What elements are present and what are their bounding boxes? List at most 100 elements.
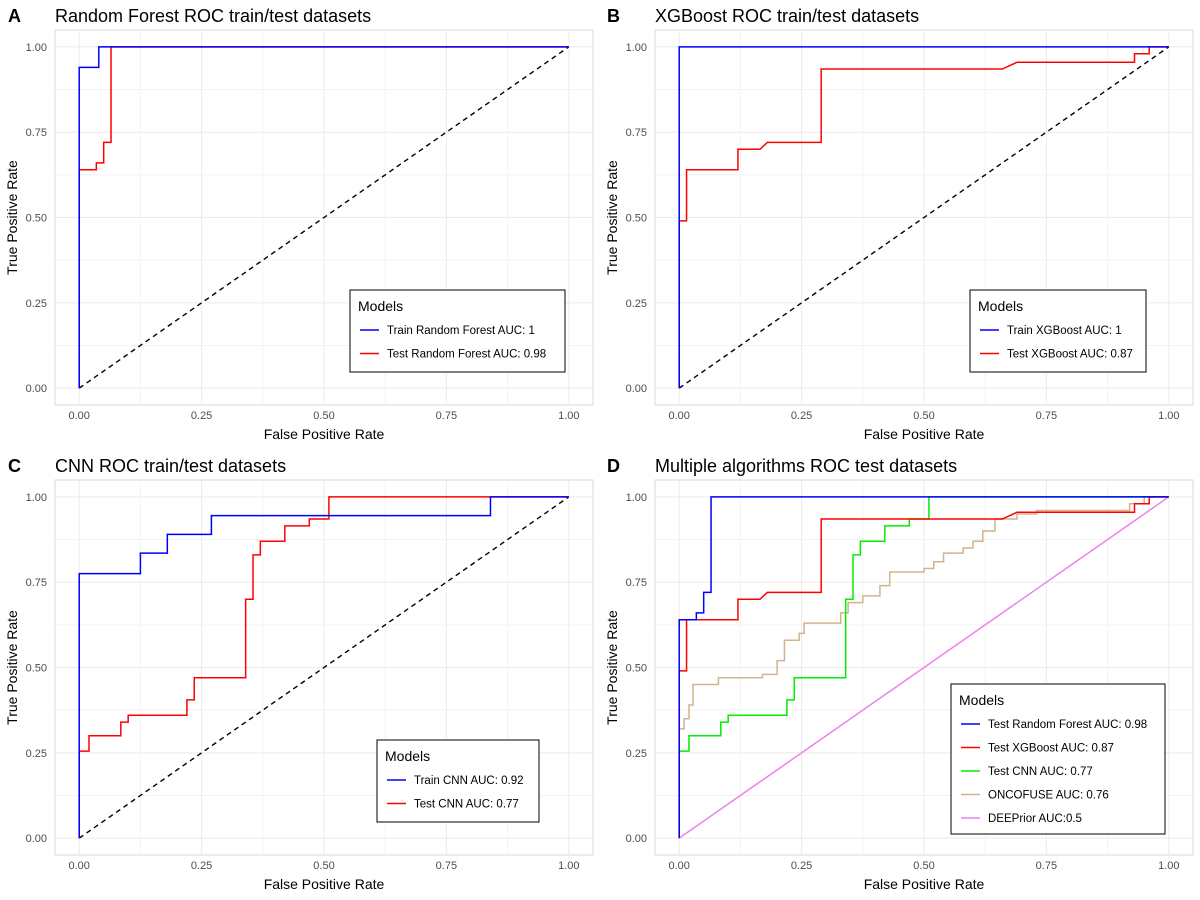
legend-label: Train Random Forest AUC: 1 <box>387 325 535 337</box>
legend-title: Models <box>978 298 1023 314</box>
x-tick-label: 0.75 <box>436 860 457 872</box>
y-tick-label: 0.25 <box>26 298 47 310</box>
roc-curve-line <box>678 46 1169 389</box>
legend-label: Test XGBoost AUC: 0.87 <box>1007 349 1133 361</box>
diagonal-reference-line <box>78 496 570 839</box>
roc-curve-line <box>678 496 1169 839</box>
panel-letter: B <box>607 6 620 26</box>
legend-label: Test Random Forest AUC: 0.98 <box>988 719 1147 731</box>
panel-d: 0.00 0.25 0.50 0.75 1.00 0.00 0.25 0.50 0.75 1.00… <box>604 456 1194 892</box>
x-tick-label: 0.50 <box>313 860 334 872</box>
legend-label: Train CNN AUC: 0.92 <box>414 775 524 787</box>
x-tick-label: 0.50 <box>913 410 934 422</box>
y-tick-label: 0.00 <box>26 833 47 845</box>
y-tick-label: 1.00 <box>626 492 647 504</box>
y-tick-label: 0.50 <box>26 213 47 225</box>
x-tick-label: 0.50 <box>313 410 334 422</box>
legend-box <box>376 739 540 823</box>
panel-letter: C <box>8 456 21 476</box>
x-tick-label: 0.25 <box>791 860 812 872</box>
x-tick-label: 0.00 <box>668 860 689 872</box>
x-tick-label: 0.50 <box>913 860 934 872</box>
panel-title: Random Forest ROC train/test datasets <box>55 6 371 26</box>
panel-letter: D <box>607 456 620 476</box>
legend-label: Train XGBoost AUC: 1 <box>1007 325 1122 337</box>
roc-curve-line <box>78 496 569 839</box>
y-tick-label: 0.75 <box>26 577 47 589</box>
y-tick-label: 0.50 <box>26 663 47 675</box>
legend-box <box>969 289 1147 373</box>
y-tick-label: 1.00 <box>26 492 47 504</box>
roc-curve-line <box>78 46 569 389</box>
legend-label: Test CNN AUC: 0.77 <box>414 799 519 811</box>
legend: Models Test Random Forest AUC: 0.98 Test X… <box>950 683 1166 835</box>
series-lines <box>678 46 1169 389</box>
series-lines <box>78 46 569 389</box>
panel-c: 0.00 0.25 0.50 0.75 1.00 0.00 0.25 0.50 0.75 1.00… <box>4 456 594 892</box>
x-axis-title: False Positive Rate <box>864 426 985 442</box>
legend-label: ONCOFUSE AUC: 0.76 <box>988 790 1109 802</box>
series-lines <box>678 496 1170 839</box>
legend: Models Train XGBoost AUC: 1 Test XGBoost A… <box>969 289 1147 373</box>
y-axis-title: True Positive Rate <box>604 610 620 725</box>
y-tick-label: 0.25 <box>626 298 647 310</box>
x-axis-title: False Positive Rate <box>864 876 985 892</box>
legend-label: Test XGBoost AUC: 0.87 <box>988 743 1114 755</box>
roc-curve-line <box>678 46 1169 389</box>
x-axis-title: False Positive Rate <box>264 426 385 442</box>
diagonal-reference-line <box>678 46 1170 389</box>
x-tick-label: 0.25 <box>791 410 812 422</box>
legend-label: Test Random Forest AUC: 0.98 <box>387 349 546 361</box>
series-lines <box>78 496 569 839</box>
roc-curve-line <box>678 496 1169 839</box>
legend-label: Test CNN AUC: 0.77 <box>988 766 1093 778</box>
diagonal-reference-line <box>78 46 570 389</box>
legend-title: Models <box>959 692 1004 708</box>
y-axis-title: True Positive Rate <box>4 610 20 725</box>
y-tick-label: 0.00 <box>626 833 647 845</box>
roc-curve-line <box>678 496 1169 839</box>
x-axis-title: False Positive Rate <box>264 876 385 892</box>
y-tick-label: 0.50 <box>626 213 647 225</box>
roc-curve-line <box>78 46 569 389</box>
y-tick-label: 0.25 <box>626 748 647 760</box>
x-tick-label: 0.00 <box>68 410 89 422</box>
y-tick-label: 1.00 <box>626 42 647 54</box>
roc-curve-line <box>678 496 1170 839</box>
x-tick-label: 0.00 <box>68 860 89 872</box>
panel-title: XGBoost ROC train/test datasets <box>655 6 919 26</box>
panel-title: CNN ROC train/test datasets <box>55 456 286 476</box>
panel-letter: A <box>8 6 21 26</box>
x-tick-label: 1.00 <box>558 860 579 872</box>
y-tick-label: 1.00 <box>26 42 47 54</box>
y-axis-title: True Positive Rate <box>604 160 620 275</box>
x-tick-label: 1.00 <box>1158 860 1179 872</box>
x-tick-label: 0.00 <box>668 410 689 422</box>
legend-box <box>349 289 566 373</box>
y-tick-label: 0.00 <box>626 383 647 395</box>
legend-title: Models <box>358 298 403 314</box>
y-tick-label: 0.00 <box>26 383 47 395</box>
y-tick-label: 0.75 <box>626 577 647 589</box>
x-tick-label: 0.25 <box>191 860 212 872</box>
legend-title: Models <box>385 748 430 764</box>
y-tick-label: 0.25 <box>26 748 47 760</box>
x-tick-label: 1.00 <box>1158 410 1179 422</box>
panel-b: 0.00 0.25 0.50 0.75 1.00 0.00 0.25 0.50 0.75 1.00… <box>604 6 1194 442</box>
x-tick-label: 1.00 <box>558 410 579 422</box>
y-tick-label: 0.75 <box>626 127 647 139</box>
x-tick-label: 0.75 <box>1036 860 1057 872</box>
x-tick-label: 0.75 <box>1036 410 1057 422</box>
legend-box <box>950 683 1166 835</box>
y-tick-label: 0.75 <box>26 127 47 139</box>
y-axis-title: True Positive Rate <box>4 160 20 275</box>
x-tick-label: 0.25 <box>191 410 212 422</box>
legend-label: DEEPrior AUC:0.5 <box>988 813 1082 825</box>
legend: Models Train CNN AUC: 0.92 Test CNN AUC: 0… <box>376 739 540 823</box>
roc-curve-line <box>78 496 569 839</box>
y-tick-label: 0.50 <box>626 663 647 675</box>
x-tick-label: 0.75 <box>436 410 457 422</box>
legend: Models Train Random Forest AUC: 1 Test Ran… <box>349 289 566 373</box>
panel-a: 0.00 0.25 0.50 0.75 1.00 0.00 0.25 0.50 0.75 1.00… <box>4 6 594 442</box>
